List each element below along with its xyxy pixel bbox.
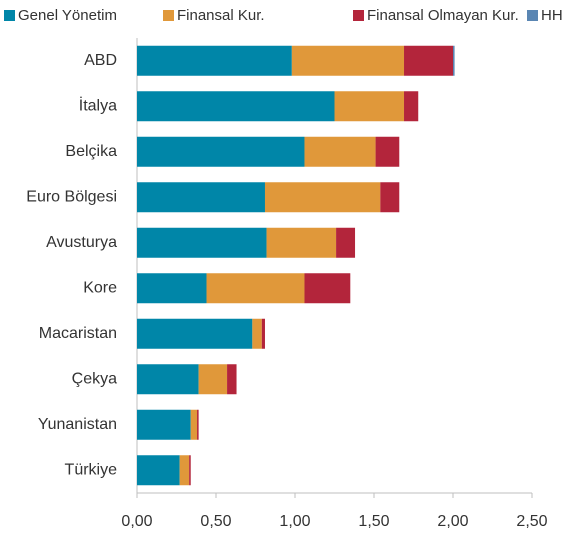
x-tick-label: 1,00 xyxy=(279,513,310,530)
y-tick-label: Macaristan xyxy=(39,325,117,342)
bar-segment xyxy=(190,409,198,440)
bar-segment xyxy=(137,227,267,258)
bar-segment xyxy=(404,45,453,76)
bar-segment xyxy=(198,364,228,395)
bar-segment xyxy=(137,455,180,486)
bar-segment xyxy=(266,227,337,258)
y-tick-label: Türkiye xyxy=(65,461,118,478)
bar-segment xyxy=(137,409,191,440)
bar-segment xyxy=(227,364,237,395)
y-tick-label: ABD xyxy=(84,52,117,69)
bar-segment xyxy=(261,318,265,349)
bar-segment xyxy=(334,91,405,122)
bar-segment xyxy=(206,273,305,304)
bar-segment xyxy=(404,91,419,122)
bar-segment xyxy=(137,273,207,304)
y-tick-label: Belçika xyxy=(65,143,117,160)
legend-label: Finansal Olmayan Kur. xyxy=(367,7,519,24)
bar-segment xyxy=(137,318,253,349)
bar-segment xyxy=(304,273,351,304)
y-tick-label: Avusturya xyxy=(46,234,117,251)
bar-segment xyxy=(137,91,335,122)
x-tick-label: 2,00 xyxy=(437,513,468,530)
x-tick-label: 2,50 xyxy=(516,513,547,530)
y-tick-label: İtalya xyxy=(79,95,117,114)
legend-label: Finansal Kur. xyxy=(177,7,265,24)
x-tick-label: 1,50 xyxy=(358,513,389,530)
y-tick-label: Kore xyxy=(83,279,117,296)
bar-segment xyxy=(137,364,199,395)
legend-label: HH xyxy=(541,7,563,24)
bar-segment xyxy=(137,45,292,76)
bar-segment xyxy=(179,455,190,486)
legend-label: Genel Yönetim xyxy=(18,7,117,24)
bar-segment xyxy=(137,182,265,213)
bar-segment xyxy=(264,182,381,213)
bar-segment xyxy=(336,227,356,258)
bar-segment xyxy=(189,455,191,486)
bar-segment xyxy=(304,136,376,167)
x-tick-label: 0,50 xyxy=(200,513,231,530)
x-tick-label: 0,00 xyxy=(121,513,152,530)
bar-segment xyxy=(291,45,405,76)
legend-swatch xyxy=(353,10,364,21)
legend-swatch xyxy=(527,10,538,21)
legend-swatch xyxy=(163,10,174,21)
y-tick-label: Çekya xyxy=(72,370,117,387)
bar-segment xyxy=(197,409,199,440)
legend-swatch xyxy=(4,10,15,21)
bar-segment xyxy=(137,136,305,167)
bar-segment xyxy=(375,136,400,167)
bar-segment xyxy=(380,182,400,213)
y-tick-label: Euro Bölgesi xyxy=(26,188,117,205)
y-tick-label: Yunanistan xyxy=(38,416,117,433)
bar-segment xyxy=(252,318,262,349)
bar-segment xyxy=(453,45,455,76)
